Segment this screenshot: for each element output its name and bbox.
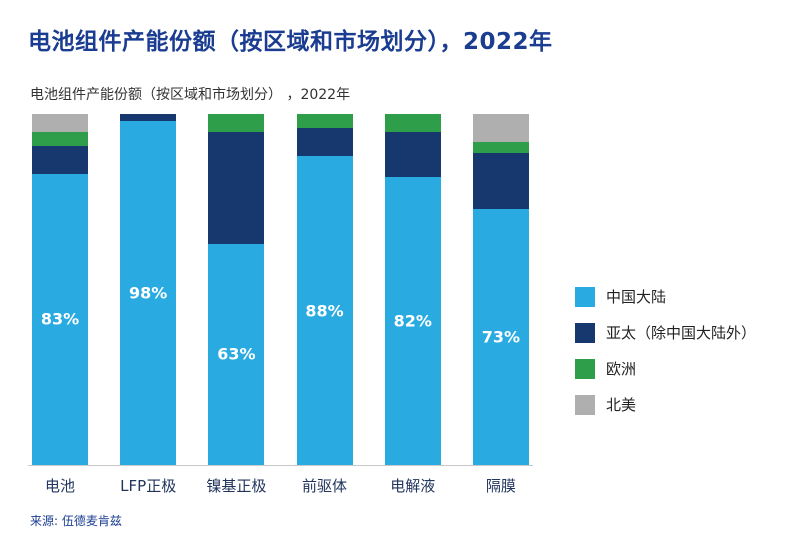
chart-page: 电池组件产能份额（按区域和市场划分），2022年 电池组件产能份额（按区域和市场… <box>28 29 772 529</box>
bar-segment <box>120 114 177 122</box>
bar-segment <box>32 114 88 132</box>
category-label: 电解液 <box>390 477 436 495</box>
chart-body: 83% 98% 63% 88% 82% 73% 电池 LFP正极 镍基正极 前驱体 电解液 隔膜 中… <box>28 114 772 496</box>
bar-segment <box>296 156 353 465</box>
bar-segment <box>472 152 529 209</box>
category-label: LFP正极 <box>120 477 177 495</box>
bar-segment <box>472 208 529 465</box>
category-axis: 电池 LFP正极 镍基正极 前驱体 电解液 隔膜 <box>28 475 533 496</box>
bar-segment <box>208 114 265 132</box>
stacked-bar: 73% <box>472 114 529 465</box>
bar-slot: 88% <box>293 114 357 465</box>
page-title: 电池组件产能份额（按区域和市场划分），2022年 <box>28 29 553 55</box>
bar-segment <box>472 142 529 153</box>
source-note: 来源: 伍德麦肯兹 <box>30 514 122 528</box>
legend-label: 北美 <box>606 396 637 414</box>
plot-area: 83% 98% 63% 88% 82% 73% 电池 LFP正极 镍基正极 前驱体 电解液 隔膜 <box>28 114 533 496</box>
bar-slot: 82% <box>381 114 445 465</box>
legend-label: 欧洲 <box>606 360 637 378</box>
chart-subtitle: 电池组件产能份额（按区域和市场划分） ，2022年 <box>30 87 351 103</box>
legend-item: 欧洲 <box>575 358 756 379</box>
category-label: 隔膜 <box>485 477 516 495</box>
bar-slot: 73% <box>469 114 533 465</box>
category-label: 电池 <box>44 477 75 495</box>
bar-segment <box>384 177 441 465</box>
bar-slot: 98% <box>116 114 180 465</box>
stacked-bar: 88% <box>296 114 353 465</box>
legend-swatch <box>575 286 595 307</box>
legend-swatch <box>575 394 595 415</box>
legend-label: 亚太（除中国大陆外） <box>606 324 757 342</box>
legend-item: 中国大陆 <box>575 286 756 307</box>
legend-swatch <box>575 358 595 379</box>
category-label: 镍基正极 <box>206 477 267 495</box>
bar-segment <box>32 145 88 174</box>
legend-item: 亚太（除中国大陆外） <box>575 322 756 343</box>
bar-segment <box>208 131 265 244</box>
bar-segment <box>32 131 88 146</box>
bars-row: 83% 98% 63% 88% 82% 73% <box>28 114 533 466</box>
category-label: 前驱体 <box>302 477 348 495</box>
legend-swatch <box>575 322 595 343</box>
stacked-bar: 83% <box>32 114 88 465</box>
chart: 电池组件产能份额（按区域和市场划分） ，2022年 83% 98% 63% 88% 82… <box>28 84 772 529</box>
bar-segment <box>384 131 441 178</box>
stacked-bar: 98% <box>120 114 177 465</box>
legend-item: 北美 <box>575 394 756 415</box>
bar-slot: 63% <box>204 114 268 465</box>
legend-label: 中国大陆 <box>606 288 667 306</box>
bar-slot: 83% <box>28 114 92 465</box>
bar-segment <box>472 114 529 143</box>
bar-segment <box>296 128 353 157</box>
bar-segment <box>32 173 88 465</box>
bar-segment <box>384 114 441 132</box>
legend: 中国大陆亚太（除中国大陆外） 欧洲北美 <box>575 114 756 415</box>
bar-segment <box>120 121 177 465</box>
stacked-bar: 82% <box>384 114 441 465</box>
bar-segment <box>208 243 265 465</box>
stacked-bar: 63% <box>208 114 265 465</box>
bar-segment <box>296 114 353 129</box>
